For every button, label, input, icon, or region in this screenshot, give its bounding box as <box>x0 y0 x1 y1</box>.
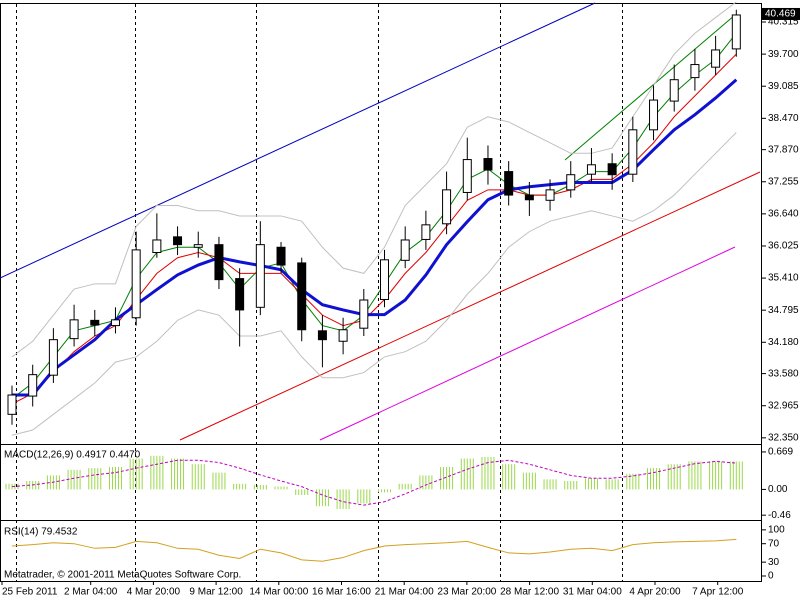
y-tick-label: -0.46 <box>768 510 791 521</box>
y-tick-label: 0 <box>768 571 774 582</box>
candle-body <box>69 319 79 340</box>
candle-body <box>545 189 555 201</box>
x-tick-label: 4 Apr 20:00 <box>629 587 681 598</box>
candle-body <box>7 394 17 415</box>
candle-body <box>380 259 389 300</box>
y-tick-label: 37.255 <box>768 176 799 187</box>
trend-line <box>179 171 761 441</box>
candle-body <box>442 189 452 225</box>
candle-body <box>276 246 286 266</box>
y-tick-label: 34.180 <box>768 337 799 348</box>
y-tick-label: 70 <box>768 538 780 549</box>
candle-body <box>235 278 245 311</box>
candle-body <box>193 244 203 248</box>
candle-body <box>421 224 431 240</box>
candle-body <box>317 330 327 341</box>
candle-body <box>90 319 100 326</box>
y-tick-label: 40.315 <box>768 17 799 28</box>
x-tick-label: 21 Mar 04:00 <box>375 587 434 598</box>
rsi-line <box>11 538 737 562</box>
candle-body <box>400 239 410 261</box>
y-tick-label: 0.00 <box>768 484 788 495</box>
y-tick-label: 100 <box>768 524 785 535</box>
indicator-line <box>11 132 737 436</box>
candle-body <box>690 64 700 79</box>
candle-body <box>28 374 38 397</box>
last-price-label: 40.469 <box>765 9 796 20</box>
x-tick-label: 7 Apr 12:00 <box>692 587 744 598</box>
candle-body <box>152 239 162 253</box>
candle-body <box>359 299 369 329</box>
y-tick-label: 38.470 <box>768 113 799 124</box>
last-price-box <box>762 7 800 20</box>
trend-line <box>564 14 736 161</box>
y-tick-label: 34.795 <box>768 305 799 316</box>
candle-body <box>338 329 348 342</box>
candle-body <box>297 262 307 331</box>
candle-body <box>524 194 534 201</box>
y-tick-label: 32.965 <box>768 400 799 411</box>
candle-body <box>649 99 659 131</box>
candle-body <box>48 339 58 376</box>
candle-body <box>131 249 141 319</box>
y-tick-label: 30 <box>768 557 780 568</box>
indicator-line <box>11 1 737 358</box>
candle-body <box>628 129 638 175</box>
candle-body <box>586 164 596 175</box>
y-tick-label: 0.669 <box>768 447 793 458</box>
x-tick-label: 2 Mar 04:00 <box>64 587 118 598</box>
candle-body <box>711 49 721 68</box>
candle-body <box>255 244 265 308</box>
candle-body <box>566 174 576 191</box>
y-tick-label: 37.870 <box>768 144 799 155</box>
y-tick-label: 36.025 <box>768 241 799 252</box>
y-tick-label: 35.410 <box>768 273 799 284</box>
copyright: Metatrader, © 2001-2011 MetaQuotes Softw… <box>4 570 241 581</box>
trend-line <box>319 246 736 441</box>
x-tick-label: 9 Mar 12:00 <box>189 587 243 598</box>
frame <box>0 3 762 582</box>
macd-title: MACD(12,26,9) 0.4917 0.4470 <box>4 450 141 461</box>
x-tick-label: 25 Feb 2011 <box>2 587 58 598</box>
y-tick-label: 39.700 <box>768 49 799 60</box>
candle-body <box>607 163 617 176</box>
candle-body <box>669 79 679 102</box>
y-tick-label: 36.640 <box>768 209 799 220</box>
trend-line <box>0 2 596 279</box>
candle-body <box>110 319 120 327</box>
x-tick-label: 28 Mar 12:00 <box>500 587 559 598</box>
x-tick-label: 23 Mar 20:00 <box>437 587 496 598</box>
y-tick-label: 39.085 <box>768 81 799 92</box>
candle-body <box>504 171 514 196</box>
day-separators <box>16 4 623 582</box>
x-tick-label: 31 Mar 04:00 <box>563 587 622 598</box>
candle-body <box>462 159 472 193</box>
candle-body <box>483 158 493 171</box>
x-tick-label: 14 Mar 00:00 <box>249 587 308 598</box>
rsi-title: RSI(14) 79.4532 <box>4 527 78 538</box>
y-tick-label: 33.580 <box>768 368 799 379</box>
candle-body <box>214 244 224 281</box>
y-tick-label: 32.350 <box>768 432 799 443</box>
macd-signal <box>11 459 737 506</box>
x-tick-label: 16 Mar 16:00 <box>312 587 371 598</box>
x-tick-label: 4 Mar 20:00 <box>127 587 181 598</box>
candle-body <box>173 236 183 246</box>
candle-body <box>731 14 741 50</box>
